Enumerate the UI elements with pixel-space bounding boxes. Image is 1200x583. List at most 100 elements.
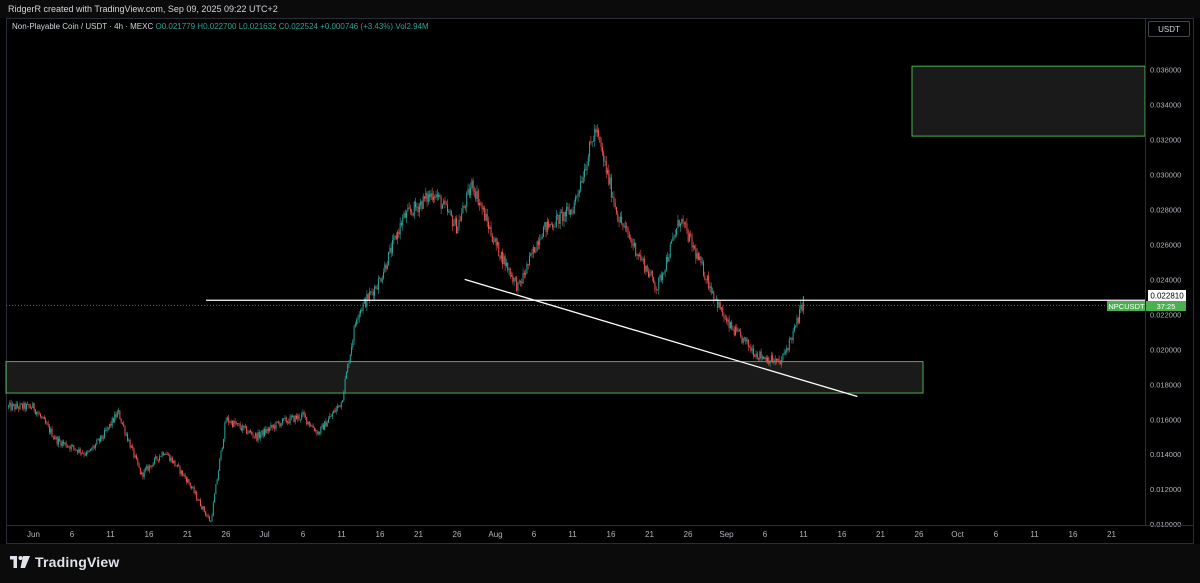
candle-body bbox=[315, 430, 317, 431]
candle-body bbox=[429, 194, 431, 198]
candle-body bbox=[112, 418, 114, 423]
candle-body bbox=[371, 291, 373, 293]
candle-body bbox=[357, 318, 359, 320]
x-tick-label: 16 bbox=[376, 530, 385, 539]
target-zone[interactable] bbox=[911, 65, 1146, 137]
candle-body bbox=[672, 237, 674, 242]
candle-body bbox=[326, 422, 328, 427]
low-value: L0.021632 bbox=[238, 22, 277, 31]
candle-body bbox=[141, 472, 143, 475]
candle-body bbox=[630, 238, 632, 240]
candle-body bbox=[520, 280, 521, 283]
candle-body bbox=[553, 226, 555, 228]
demand-zone[interactable] bbox=[5, 361, 924, 394]
candle-body bbox=[211, 515, 213, 521]
symbol-legend[interactable]: Non-Playable Coin / USDT · 4h · MEXC O0.… bbox=[12, 22, 429, 31]
candle-body bbox=[595, 128, 597, 133]
candle-body bbox=[399, 222, 401, 235]
candle-body bbox=[589, 141, 591, 157]
candle-body bbox=[132, 446, 134, 449]
candle-body bbox=[434, 196, 436, 198]
candle-body bbox=[641, 259, 643, 261]
candle-body bbox=[756, 353, 758, 359]
candle-body bbox=[324, 421, 326, 430]
candle-body bbox=[800, 304, 802, 310]
candle-body bbox=[747, 339, 749, 347]
candle-body bbox=[417, 206, 419, 212]
candle-body bbox=[444, 200, 446, 204]
candle-body bbox=[290, 416, 292, 418]
candle-body bbox=[87, 451, 89, 453]
x-tick-label: Oct bbox=[951, 530, 964, 539]
currency-button[interactable]: USDT bbox=[1148, 21, 1190, 37]
candle-body bbox=[770, 355, 772, 362]
candle-body bbox=[522, 272, 524, 284]
candle-body bbox=[649, 273, 651, 277]
candle-body bbox=[246, 426, 248, 434]
candle-body bbox=[607, 170, 609, 174]
candle-body bbox=[397, 231, 399, 240]
candle-body bbox=[669, 243, 671, 258]
candle-body bbox=[164, 454, 166, 455]
candle-body bbox=[107, 427, 109, 429]
candle-body bbox=[621, 216, 623, 224]
candle-body bbox=[23, 402, 25, 409]
candle-body bbox=[392, 239, 393, 254]
candle-body bbox=[658, 278, 660, 290]
chart-frame[interactable] bbox=[6, 18, 1194, 544]
candles-layer bbox=[8, 124, 804, 523]
candle-body bbox=[733, 329, 735, 336]
candle-body bbox=[15, 403, 17, 410]
candle-body bbox=[180, 470, 182, 474]
candle-body bbox=[352, 340, 354, 347]
candle-body bbox=[38, 413, 40, 415]
candle-body bbox=[403, 213, 405, 218]
candle-body bbox=[548, 221, 550, 228]
candle-body bbox=[571, 210, 573, 212]
candle-body bbox=[795, 325, 797, 327]
candle-body bbox=[714, 298, 716, 300]
candle-body bbox=[517, 282, 519, 291]
candle-body bbox=[14, 404, 16, 410]
candle-body bbox=[712, 291, 713, 293]
candle-body bbox=[224, 423, 226, 440]
candle-body bbox=[349, 354, 351, 364]
candle-body bbox=[297, 415, 299, 419]
candle-body bbox=[751, 348, 753, 351]
candle-body bbox=[459, 219, 461, 221]
tradingview-logo[interactable]: TradingView bbox=[10, 554, 119, 570]
candle-body bbox=[705, 279, 707, 281]
candle-body bbox=[767, 357, 769, 363]
candle-body bbox=[124, 426, 126, 435]
candle-body bbox=[28, 403, 30, 407]
candle-body bbox=[279, 422, 281, 427]
candle-body bbox=[338, 405, 340, 407]
candle-body bbox=[462, 206, 464, 214]
candle-body bbox=[292, 415, 294, 417]
candle-body bbox=[41, 416, 43, 418]
candle-body bbox=[185, 477, 187, 483]
trendline[interactable] bbox=[464, 278, 858, 398]
candle-body bbox=[155, 456, 157, 459]
candle-body bbox=[77, 450, 79, 453]
candle-body bbox=[61, 441, 63, 447]
candle-body bbox=[614, 202, 616, 207]
candle-body bbox=[210, 520, 212, 522]
candle-body bbox=[65, 442, 67, 447]
candle-body bbox=[646, 265, 648, 272]
candle-body bbox=[96, 440, 98, 445]
candle-body bbox=[447, 204, 449, 213]
candle-body bbox=[343, 392, 345, 401]
candle-body bbox=[266, 428, 268, 433]
candle-body bbox=[527, 264, 529, 265]
x-tick-label: 26 bbox=[915, 530, 924, 539]
candle-body bbox=[356, 319, 358, 325]
candle-body bbox=[493, 241, 495, 243]
candle-body bbox=[717, 298, 719, 308]
candle-body bbox=[91, 448, 93, 450]
candle-body bbox=[196, 492, 198, 500]
candle-body bbox=[582, 177, 584, 183]
candle-body bbox=[636, 254, 638, 256]
candle-body bbox=[192, 487, 194, 488]
